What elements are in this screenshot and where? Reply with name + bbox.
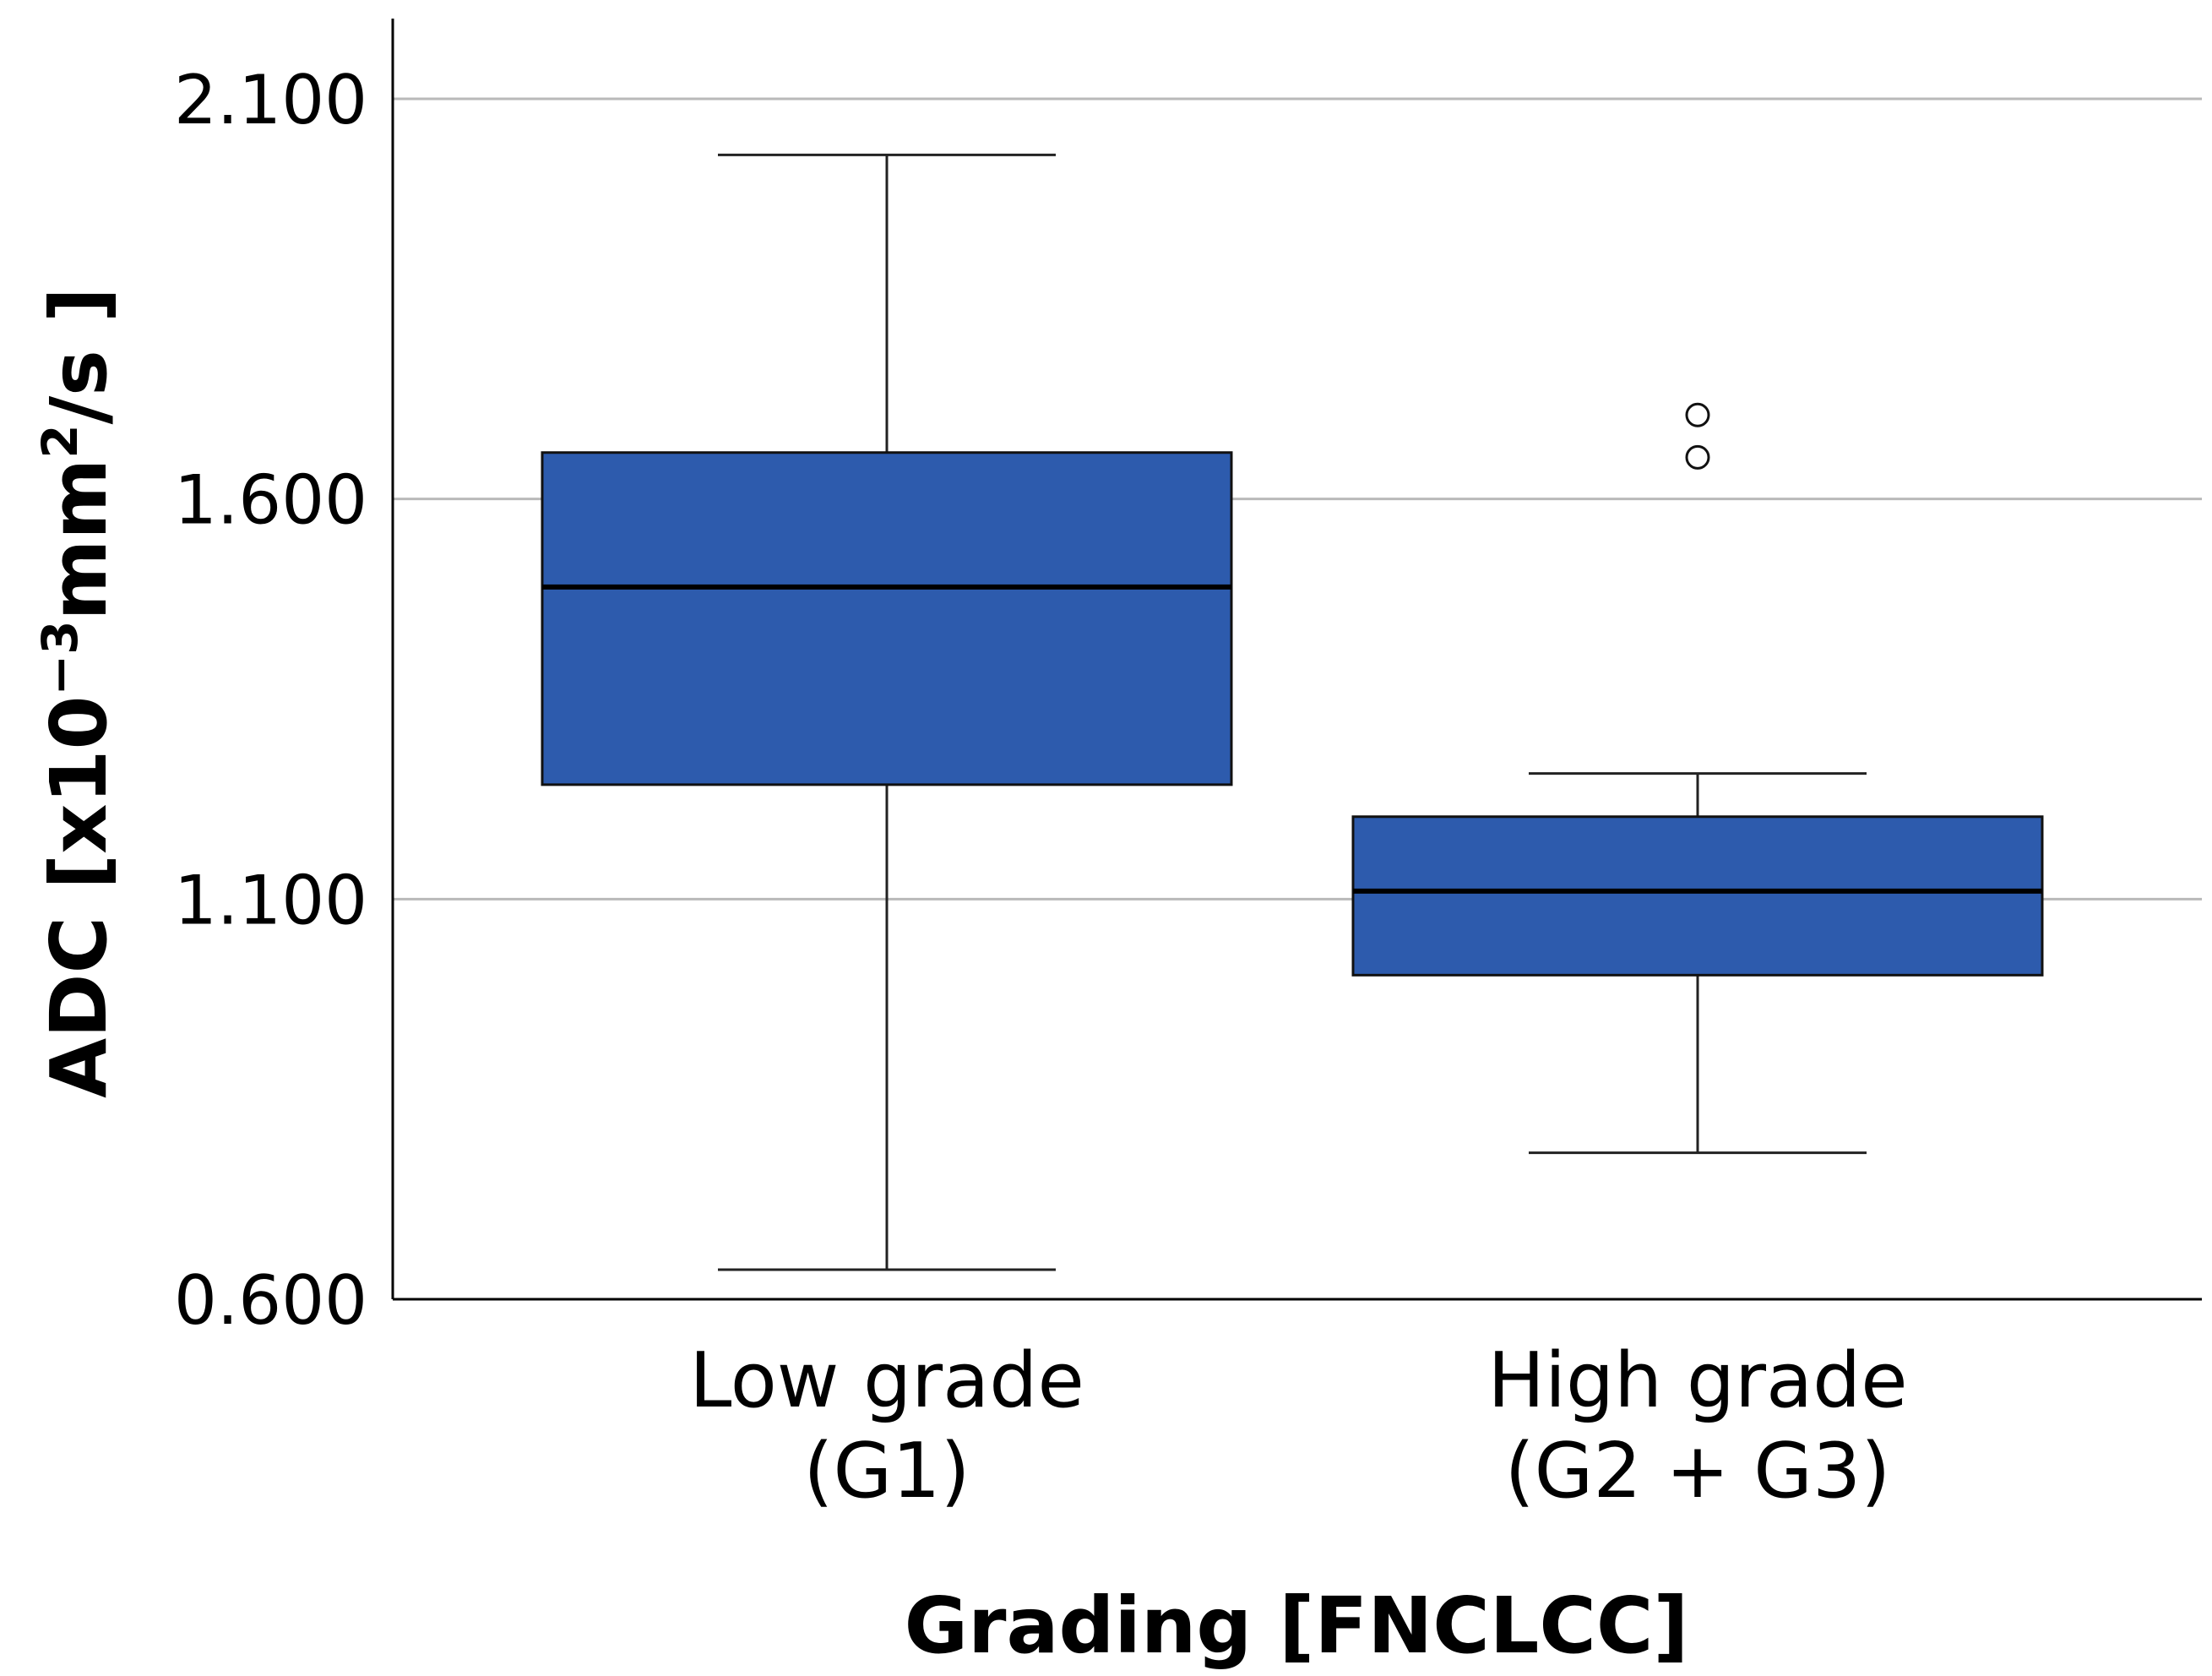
x-category-label: Low grade bbox=[689, 1336, 1084, 1425]
y-tick-labels: 0.600 1.100 1.600 2.100 bbox=[174, 61, 367, 1340]
y-tick-label: 0.600 bbox=[174, 1261, 367, 1340]
x-category-label: (G1) bbox=[803, 1427, 970, 1515]
axes bbox=[391, 19, 2202, 1301]
box-group bbox=[541, 153, 1233, 1271]
box-group bbox=[1351, 402, 2044, 1155]
iqr-box bbox=[1351, 815, 2044, 977]
y-axis-title-prefix: ADC [x10 bbox=[34, 695, 124, 1098]
y-axis-title-mid: mm bbox=[34, 459, 124, 621]
y-tick-label: 2.100 bbox=[174, 61, 367, 139]
x-axis-title: Grading [FNCLCC] bbox=[905, 1581, 1689, 1671]
x-category-label: (G2 + G3) bbox=[1505, 1427, 1891, 1515]
x-category-label: High grade bbox=[1487, 1336, 1907, 1425]
outlier-point bbox=[1685, 402, 1710, 427]
y-tick-label: 1.100 bbox=[174, 861, 367, 939]
y-axis-title-exp1: −3 bbox=[31, 621, 89, 696]
y-axis-title: ADC [x10−3mm2/s ] bbox=[31, 287, 124, 1098]
y-axis-title-exp2: 2 bbox=[31, 424, 89, 458]
iqr-box bbox=[541, 451, 1233, 786]
boxes bbox=[541, 153, 2044, 1271]
category-labels: Low grade(G1) High grade(G2 + G3) bbox=[689, 1336, 1907, 1515]
y-tick-label: 1.600 bbox=[174, 461, 367, 540]
y-axis-title-suffix: /s ] bbox=[34, 287, 124, 424]
outlier-point bbox=[1685, 444, 1710, 470]
